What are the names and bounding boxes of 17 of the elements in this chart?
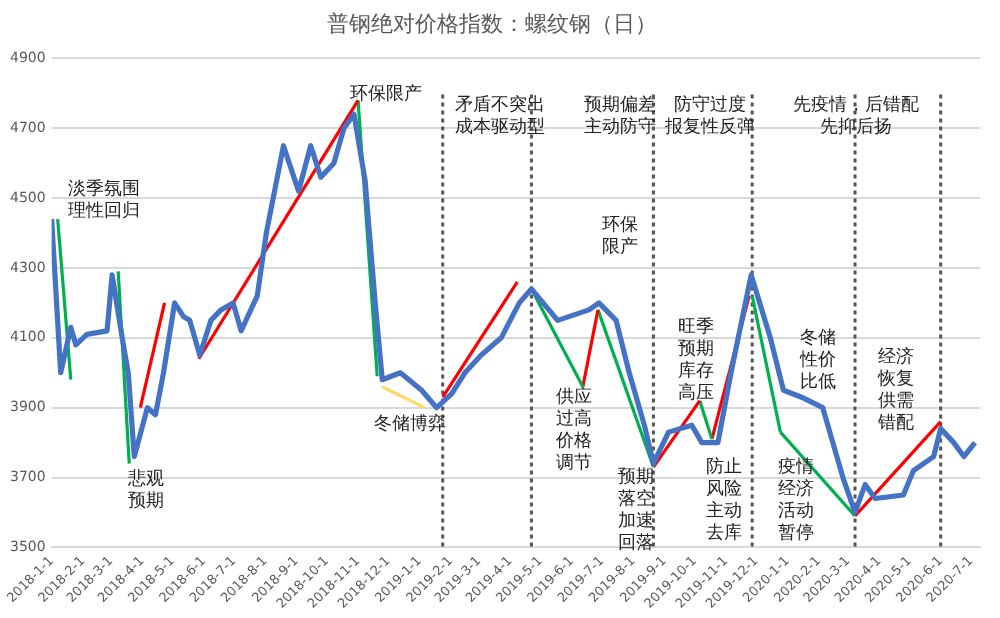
annotation: 供应过高价格调节 [554, 385, 592, 474]
annotation: 悲观预期 [126, 467, 164, 512]
annotation: 经济恢复供需错配 [876, 345, 914, 434]
annotation: 环保限产 [602, 213, 638, 258]
annotation: 先疫情，后错配先抑后扬 [793, 93, 919, 138]
annotation: 预期偏差主动防守 [584, 93, 656, 138]
annotation: 淡季氛围理性回归 [68, 177, 140, 222]
chart-title: 普钢绝对价格指数：螺纹钢（日） [327, 10, 657, 37]
annotation: 矛盾不突出成本驱动型 [455, 93, 545, 138]
annotation: 冬储博弈 [374, 412, 446, 435]
annotation: 旺季预期库存高压 [678, 315, 714, 404]
annotation: 环保限产 [350, 82, 422, 105]
annotation: 冬储性价比低 [798, 326, 836, 393]
annotation: 防守过度报复性反弹 [663, 93, 755, 138]
annotation: 防止风险主动去库 [706, 455, 742, 544]
annotation: 疫情经济活动暂停 [778, 455, 814, 544]
annotation: 预期落空加速回落 [618, 465, 654, 554]
